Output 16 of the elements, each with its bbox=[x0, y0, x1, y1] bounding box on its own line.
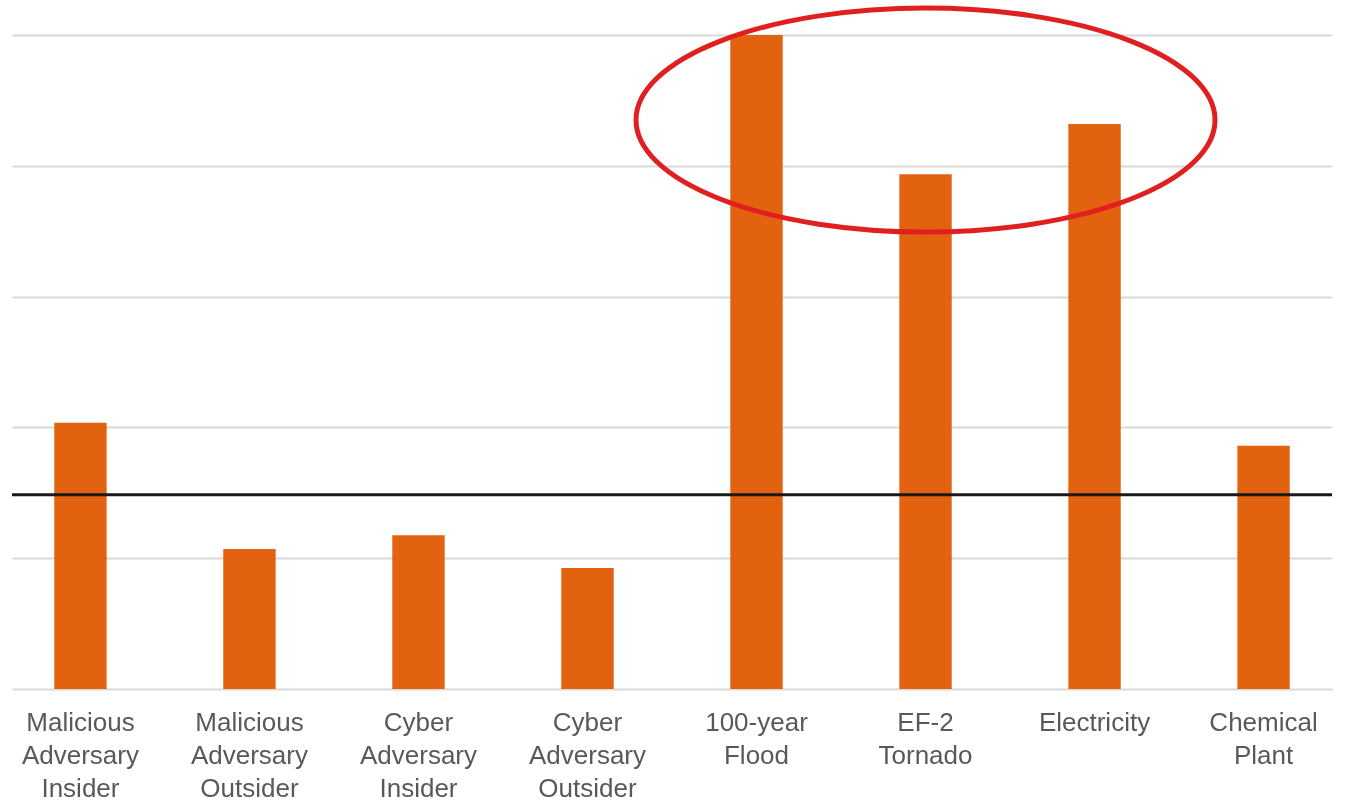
x-tick-label: Electricity bbox=[1038, 706, 1151, 737]
bar bbox=[223, 549, 276, 689]
bar bbox=[1068, 123, 1121, 689]
bar bbox=[730, 35, 783, 689]
bar bbox=[899, 174, 952, 689]
x-tick-label: Cyber Adversary Outsider bbox=[528, 706, 647, 803]
x-tick-label: Cyber Adversary Insider bbox=[359, 706, 477, 803]
x-tick-label: EF-2 Tornado bbox=[878, 706, 973, 770]
x-tick-label: Chemical Plant bbox=[1209, 706, 1318, 770]
bar bbox=[392, 535, 445, 689]
bar bbox=[561, 568, 614, 689]
x-tick-label: Malicious Adversary Insider bbox=[21, 706, 139, 803]
bar bbox=[1237, 445, 1290, 689]
x-tick-label: Malicious Adversary Outsider bbox=[190, 706, 308, 803]
x-tick-label: 100-year Flood bbox=[705, 706, 809, 770]
bar bbox=[54, 422, 107, 689]
